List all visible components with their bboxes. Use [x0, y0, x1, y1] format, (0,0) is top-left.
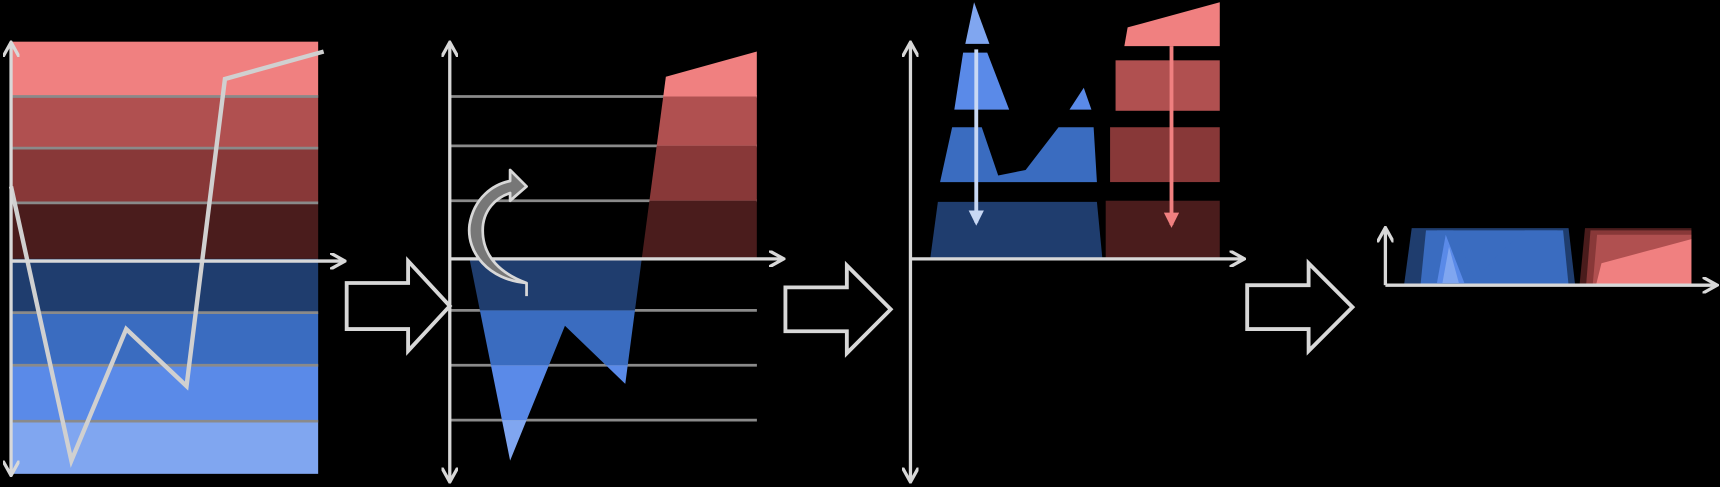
shape [641, 51, 757, 259]
shape [469, 310, 642, 366]
shape [1429, 230, 1564, 286]
step-arrow [783, 260, 894, 358]
shape [469, 365, 642, 421]
shape [8, 49, 325, 468]
shape [641, 51, 757, 97]
shape [11, 41, 319, 97]
shape [641, 200, 757, 259]
shape [1110, 127, 1220, 183]
shape [11, 258, 319, 313]
shape [954, 52, 1010, 110]
shape [469, 420, 642, 461]
shape [965, 2, 990, 44]
shape [467, 168, 528, 297]
step-arrow [1245, 258, 1356, 356]
shape [11, 202, 319, 259]
shape [11, 312, 319, 366]
shape [11, 421, 319, 474]
shape [1115, 60, 1220, 111]
panel-bands [11, 42, 343, 474]
panel-split [450, 44, 782, 481]
shape [940, 127, 1097, 183]
step-arrow [344, 256, 453, 356]
shape [11, 148, 319, 203]
shape [469, 258, 642, 461]
shape [1595, 239, 1692, 286]
shape [1442, 246, 1459, 283]
shape [1124, 2, 1220, 47]
panel-fold [910, 2, 1242, 480]
shape [1105, 200, 1220, 259]
shape [11, 96, 319, 149]
panel-horizon [1385, 228, 1715, 285]
shape [641, 96, 757, 146]
shape [11, 95, 319, 423]
shape [641, 145, 757, 201]
shape [1069, 87, 1092, 110]
shape [930, 201, 1103, 259]
